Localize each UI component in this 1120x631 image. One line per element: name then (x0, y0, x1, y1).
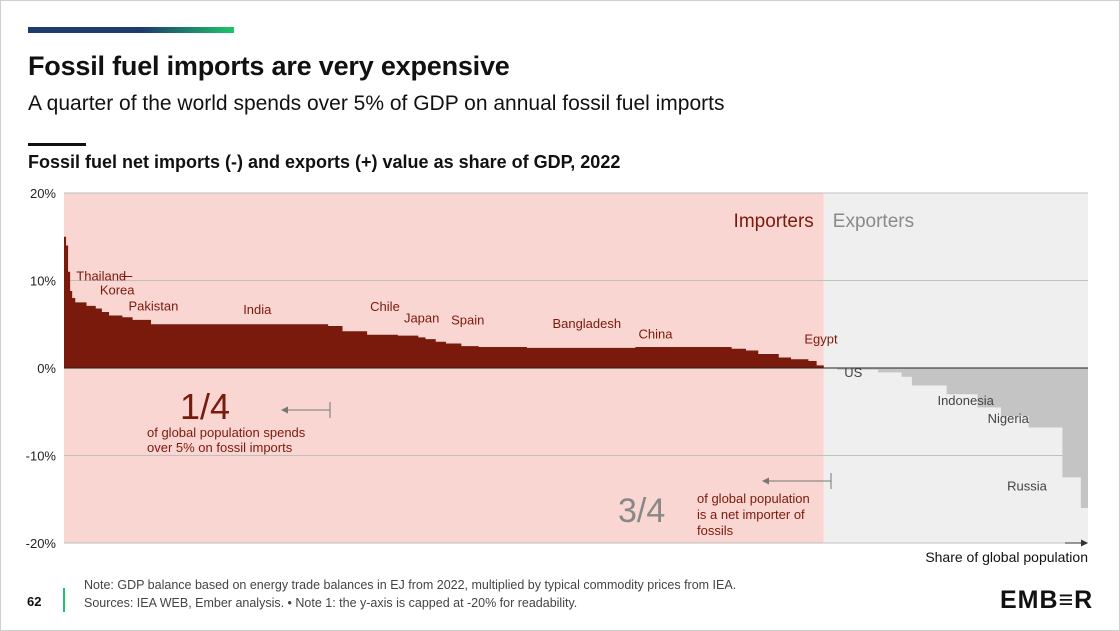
quarter-fraction: 1/4 (180, 386, 230, 427)
three-quarter-annotation-line2: is a net importer of (697, 507, 805, 522)
country-label-korea: Korea (100, 283, 135, 298)
importers-area (64, 236, 824, 368)
footer-note-line1: Note: GDP balance based on energy trade … (84, 578, 737, 592)
ember-logo: EMB≡R (1000, 586, 1094, 614)
footer-divider (63, 588, 65, 612)
three-quarter-annotation-line1: of global population (697, 491, 810, 506)
country-label-china: China (638, 326, 673, 341)
y-axis-ticks: 20% 10% 0% -10% -20% (26, 186, 57, 551)
country-label-nigeria: Nigeria (988, 411, 1030, 426)
importers-region-label: Importers (734, 211, 814, 232)
page-subtitle: A quarter of the world spends over 5% of… (28, 92, 725, 115)
exporters-area (823, 368, 1088, 543)
country-label-japan: Japan (404, 311, 439, 326)
country-label-pakistan: Pakistan (129, 298, 179, 313)
footer-note-line2: Sources: IEA WEB, Ember analysis. • Note… (84, 596, 578, 610)
quarter-annotation-line1: of global population spends (147, 425, 306, 440)
y-tick-label: -20% (26, 536, 57, 551)
x-axis-label: Share of global population (925, 549, 1088, 565)
quarter-annotation-line2: over 5% on fossil imports (147, 440, 293, 455)
chart-title: Fossil fuel net imports (-) and exports … (28, 152, 621, 172)
country-label-india: India (243, 302, 272, 317)
country-label-spain: Spain (451, 312, 484, 327)
country-label-russia: Russia (1007, 479, 1048, 494)
footer-note: Note: GDP balance based on energy trade … (84, 576, 736, 612)
y-tick-label: 0% (37, 361, 56, 376)
country-label-egypt: Egypt (804, 332, 838, 347)
country-label-us: US (844, 365, 862, 380)
country-label-chile: Chile (370, 299, 400, 314)
three-quarter-arrow (762, 473, 832, 489)
quarter-arrow (281, 402, 331, 418)
gridlines (64, 192, 1088, 544)
country-label-bangladesh: Bangladesh (552, 316, 621, 331)
three-quarter-fraction: 3/4 (618, 492, 665, 530)
accent-bar (28, 27, 234, 33)
page-number: 62 (27, 594, 42, 609)
x-axis-arrow (1065, 539, 1088, 547)
country-label-indonesia: Indonesia (937, 393, 994, 408)
y-tick-label: -10% (26, 449, 57, 464)
title-divider (28, 143, 86, 146)
y-tick-label: 10% (30, 274, 56, 289)
y-tick-label: 20% (30, 186, 56, 201)
three-quarter-annotation-line3: fossils (697, 523, 734, 538)
exporters-region-label: Exporters (833, 211, 914, 232)
page-title: Fossil fuel imports are very expensive (28, 51, 510, 81)
country-label-thailand: Thailand (76, 269, 126, 284)
